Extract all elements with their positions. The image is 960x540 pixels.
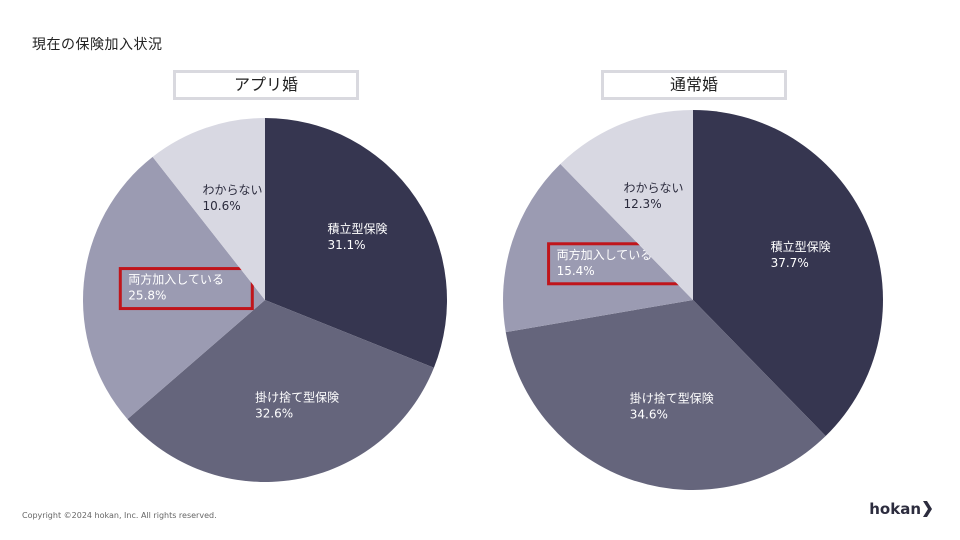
pie-slice [505, 300, 826, 490]
slice-category-label: わからない [623, 181, 683, 195]
pie-slice [265, 118, 448, 368]
logo-text: hokan [869, 500, 921, 518]
chart-title-app-marriage: アプリ婚 [173, 70, 359, 100]
slice-label: 積立型保険 31.1% [327, 221, 387, 252]
chevron-right-icon [923, 501, 932, 517]
pie-slice [560, 110, 693, 300]
chart-title-normal-marriage: 通常婚 [601, 70, 787, 100]
pie-slice [127, 300, 434, 483]
slice-value-label: 37.7% [771, 256, 809, 270]
slice-value-label: 15.4% [557, 264, 595, 278]
copyright-text: Copyright ©2024 hokan, Inc. All rights r… [22, 511, 217, 520]
slice-category-label: 掛け捨て型保険 [630, 390, 714, 405]
pie-slice [693, 110, 884, 437]
page-title: 現在の保険加入状況 [32, 37, 163, 53]
slice-category-label: 両方加入している [128, 272, 224, 287]
slice-value-label: 12.3% [623, 197, 661, 211]
chart-app-marriage: 積立型保険 31.1% 掛け捨て型保険 32.6% 両方加入している 25.8% わからない… [36, 68, 496, 498]
pie-chart-app-marriage: 積立型保険 31.1% 掛け捨て型保険 32.6% 両方加入している 25.8% わからない… [82, 118, 448, 483]
highlight-box [118, 267, 254, 311]
slice-category-label: わからない [203, 183, 263, 197]
slice-category-label: 積立型保険 [327, 221, 387, 236]
slice-category-label: 積立型保険 [771, 239, 831, 254]
slice-category-label: 両方加入している [557, 247, 653, 262]
pie-slice [503, 163, 693, 333]
pie-slice [152, 118, 265, 300]
chart-normal-marriage: 積立型保険 37.7% 掛け捨て型保険 34.6% 両方加入している 15.4% わからない… [464, 68, 924, 498]
slice-label: 掛け捨て型保険 34.6% [630, 390, 714, 421]
hokan-logo: hokan [869, 500, 932, 518]
pie-chart-normal-marriage: 積立型保険 37.7% 掛け捨て型保険 34.6% 両方加入している 15.4% わからない… [503, 110, 884, 490]
slice-value-label: 10.6% [203, 199, 241, 213]
slice-value-label: 34.6% [630, 407, 668, 421]
slice-value-label: 31.1% [327, 238, 365, 252]
slice-category-label: 掛け捨て型保険 [255, 390, 339, 405]
slice-value-label: 32.6% [255, 407, 293, 421]
pie-slice [82, 156, 265, 420]
slice-label: 積立型保険 37.7% [771, 239, 831, 270]
slice-label: わからない 10.6% [203, 183, 263, 213]
slice-label: 両方加入している 25.8% [128, 272, 224, 303]
slice-label: 掛け捨て型保険 32.6% [255, 390, 339, 421]
slice-label: わからない 12.3% [623, 181, 683, 211]
slice-label: 両方加入している 15.4% [557, 247, 653, 278]
slice-value-label: 25.8% [128, 289, 166, 303]
